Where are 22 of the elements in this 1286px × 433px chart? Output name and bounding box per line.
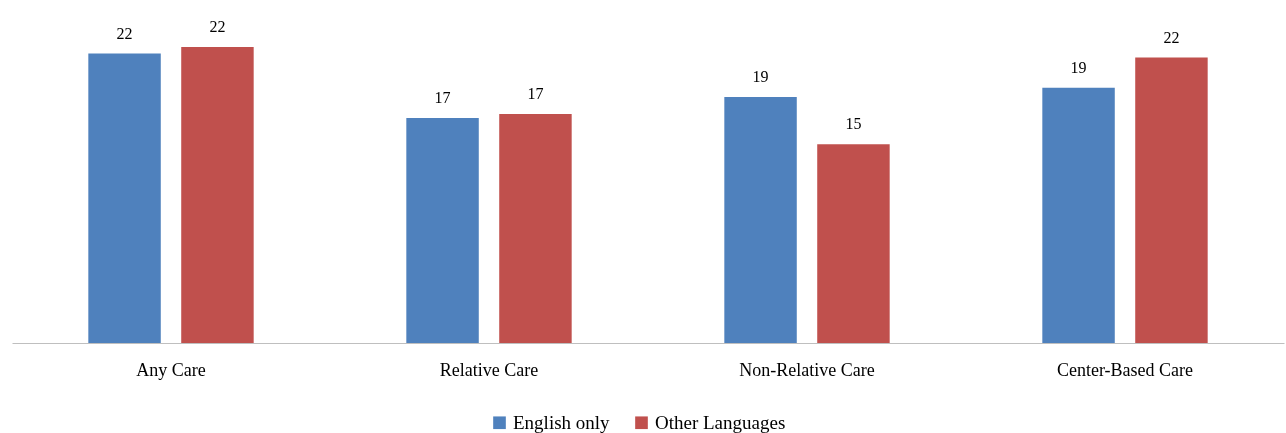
bar <box>1042 87 1115 343</box>
bar <box>724 96 797 343</box>
data-label: 19 <box>752 67 769 85</box>
x-tick-label: Relative Care <box>439 359 539 380</box>
data-label: 22 <box>1163 28 1180 46</box>
bar <box>499 114 572 343</box>
data-label: 17 <box>527 85 544 103</box>
data-label: 19 <box>1070 58 1087 76</box>
x-tick-label: Non-Relative Care <box>739 359 875 380</box>
data-label: 22 <box>116 24 133 42</box>
data-label: 15 <box>845 115 862 133</box>
data-label: 22 <box>209 18 226 35</box>
legend-label: Other Languages <box>655 411 786 433</box>
bar <box>181 47 254 343</box>
bar <box>406 118 479 343</box>
bar <box>88 53 161 343</box>
legend-label: English only <box>513 411 611 433</box>
x-tick-label: Center-Based Care <box>1056 359 1194 380</box>
data-label: 17 <box>434 89 451 107</box>
bar <box>1135 57 1208 343</box>
x-tick-label: Any Care <box>136 359 206 380</box>
bar <box>817 144 890 343</box>
